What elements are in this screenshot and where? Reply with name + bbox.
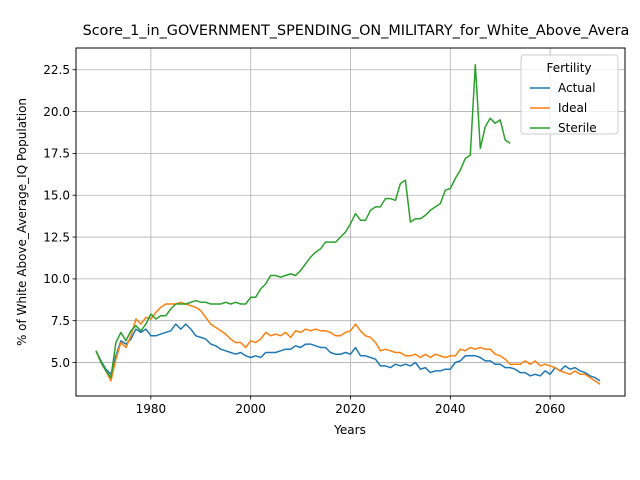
- series-line-ideal: [95, 301, 601, 385]
- series-line-actual: [95, 323, 601, 382]
- y-tick-label: 20.0: [43, 105, 70, 119]
- legend-label-ideal: Ideal: [558, 101, 587, 115]
- y-tick-label: 15.0: [43, 189, 70, 203]
- y-tick-label: 10.0: [43, 272, 70, 286]
- legend-title: Fertility: [546, 61, 591, 75]
- series-line-sterile: [95, 63, 511, 379]
- x-tick-label: 2060: [535, 402, 566, 416]
- y-axis-label: % of White Above_Average_IQ Population: [15, 98, 29, 346]
- legend: Fertility Actual Ideal Sterile: [520, 54, 619, 135]
- x-tick-label: 2020: [335, 402, 366, 416]
- y-tick-label: 22.5: [43, 63, 70, 77]
- x-tick-label: 1980: [136, 402, 167, 416]
- y-tick-label: 5.0: [51, 356, 70, 370]
- legend-items: Actual Ideal Sterile: [530, 81, 597, 135]
- y-tick-label: 17.5: [43, 147, 70, 161]
- legend-label-sterile: Sterile: [558, 121, 597, 135]
- x-tick-label: 2000: [235, 402, 266, 416]
- x-axis: 1980 2000 2020 2040 2060: [136, 396, 566, 416]
- y-tick-label: 12.5: [43, 230, 70, 244]
- y-axis: 5.0 7.5 10.0 12.5 15.0 17.5 20.0 22.5: [43, 63, 76, 370]
- chart-title: Score_1_in_GOVERNMENT_SPENDING_ON_MILITA…: [83, 23, 630, 39]
- x-tick-label: 2040: [435, 402, 466, 416]
- x-axis-label: Years: [333, 423, 366, 437]
- y-tick-label: 7.5: [51, 314, 70, 328]
- legend-label-actual: Actual: [558, 81, 596, 95]
- series-layer: [95, 63, 601, 385]
- legend-box: [520, 54, 619, 135]
